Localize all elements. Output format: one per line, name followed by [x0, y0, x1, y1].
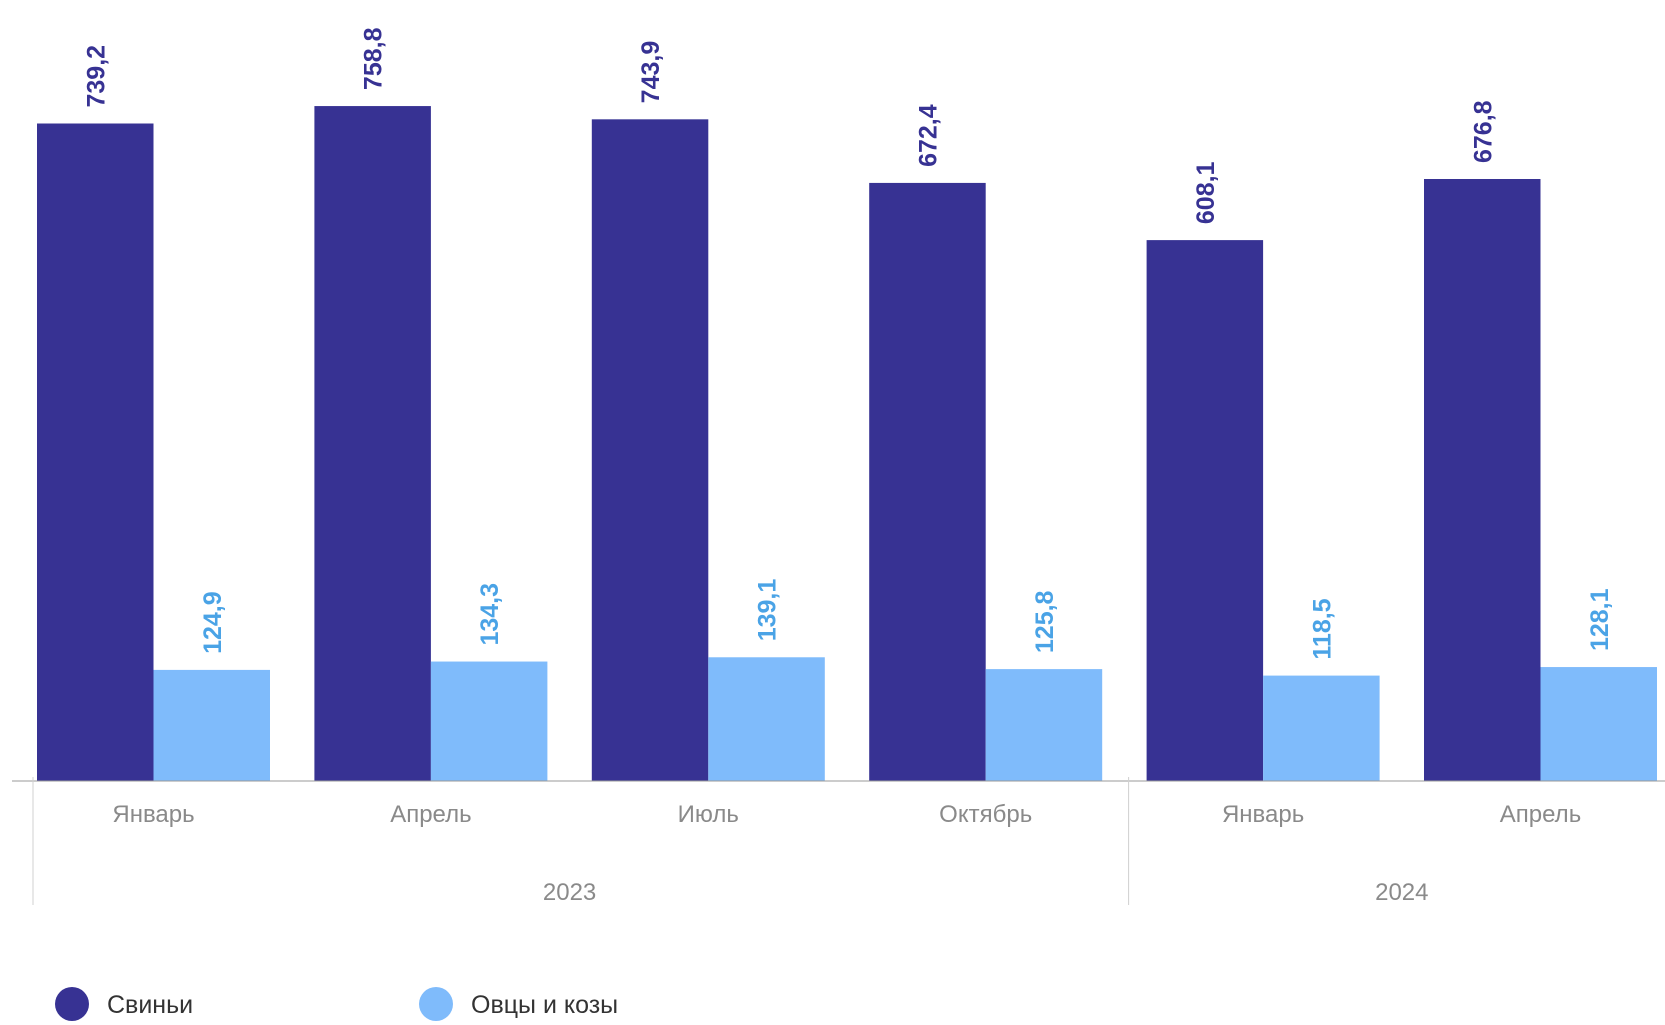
- legend-marker-svinyi: [55, 987, 89, 1021]
- x-tick-label-5: Апрель: [1500, 801, 1581, 828]
- bar-svinyi-2: [591, 119, 709, 781]
- bar-svinyi-3: [869, 182, 986, 781]
- value-label-ovtsy-kozy-4: 118,5: [1308, 598, 1336, 659]
- bar-svinyi-4: [1146, 240, 1264, 781]
- bar-svinyi-0: [37, 123, 154, 782]
- value-label-ovtsy-kozy-0: 124,9: [199, 591, 227, 654]
- year-label-2023: 2023: [543, 879, 596, 906]
- x-tick-label-1: Апрель: [390, 801, 471, 828]
- bar-ovtsy-kozy-1: [430, 661, 548, 781]
- bar-ovtsy-kozy-4: [1263, 675, 1380, 781]
- value-label-svinyi-4: 608,1: [1192, 161, 1220, 224]
- bars-layer: [37, 106, 1657, 782]
- value-label-svinyi-0: 739,2: [82, 45, 110, 108]
- value-label-svinyi-1: 758,8: [360, 27, 388, 90]
- legend-label-svinyi: Свиньи: [107, 991, 193, 1019]
- x-tick-label-4: Январь: [1222, 801, 1304, 828]
- year-label-2024: 2024: [1375, 879, 1428, 906]
- value-label-svinyi-3: 672,4: [914, 104, 942, 167]
- bar-ovtsy-kozy-5: [1540, 667, 1657, 781]
- bar-svinyi-5: [1424, 179, 1541, 781]
- bar-ovtsy-kozy-0: [153, 669, 270, 781]
- value-label-ovtsy-kozy-2: 139,1: [754, 579, 782, 642]
- legend-marker-ovtsy-kozy: [419, 987, 453, 1021]
- x-tick-label-3: Октябрь: [939, 801, 1032, 828]
- value-label-ovtsy-kozy-3: 125,8: [1031, 590, 1059, 653]
- legend-label-ovtsy-kozy: Овцы и козы: [471, 991, 618, 1019]
- value-label-svinyi-2: 743,9: [637, 41, 665, 104]
- x-tick-labels: Январь Апрель Июль Октябрь Январь Апрель: [112, 801, 1581, 828]
- year-groups: 2023 2024: [32, 777, 1428, 906]
- x-tick-label-2: Июль: [678, 801, 739, 828]
- value-label-ovtsy-kozy-1: 134,3: [476, 583, 504, 646]
- legend: Свиньи Овцы и козы: [55, 987, 618, 1021]
- x-tick-label-0: Январь: [112, 801, 194, 828]
- value-label-svinyi-5: 676,8: [1469, 100, 1497, 163]
- bar-svinyi-1: [314, 106, 431, 781]
- bar-ovtsy-kozy-3: [985, 669, 1103, 781]
- value-labels-layer: 739,2 124,9 758,8 134,3 743,9 139,1 672,4 125,8…: [82, 27, 1614, 659]
- value-label-ovtsy-kozy-5: 128,1: [1586, 588, 1614, 651]
- bar-ovtsy-kozy-2: [708, 657, 825, 781]
